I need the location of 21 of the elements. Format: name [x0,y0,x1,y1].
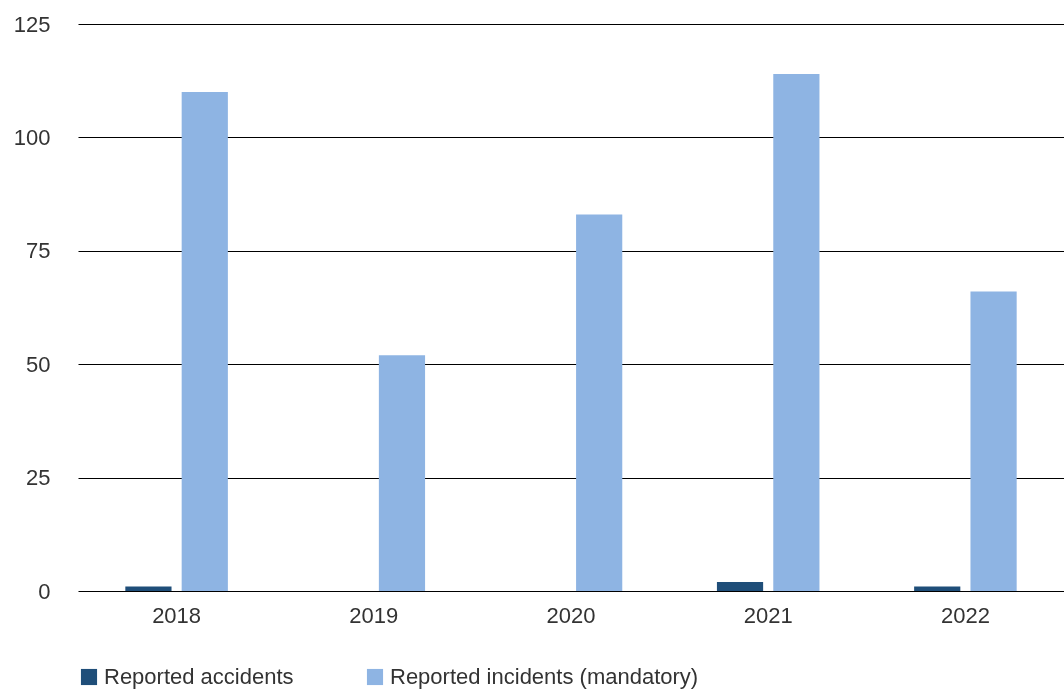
y-tick-label: 25 [26,465,51,491]
bar [773,73,820,591]
bar [914,586,961,591]
x-tick-label: 2018 [152,602,202,628]
bar [125,586,172,591]
y-tick-label: 125 [13,11,51,37]
x-tick-label: 2022 [940,602,990,628]
legend-label: Reported incidents (mandatory) [390,664,699,689]
x-tick-label: 2019 [349,602,399,628]
bar [378,355,426,591]
y-tick-label: 50 [26,351,51,377]
bar [970,291,1017,591]
x-tick-label: 2020 [546,602,596,628]
bar [716,581,764,591]
bar [576,214,623,591]
y-tick-label: 100 [13,124,51,150]
y-tick-label: 75 [26,238,51,264]
x-tick-label: 2021 [743,602,793,628]
y-tick-label: 0 [38,578,51,604]
legend-label: Reported accidents [104,664,294,689]
bar [181,92,228,591]
